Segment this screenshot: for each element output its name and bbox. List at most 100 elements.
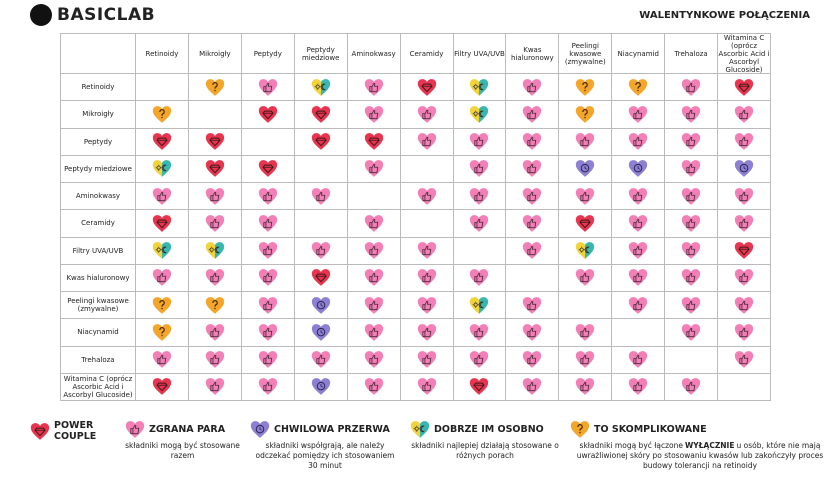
heart-icon — [734, 215, 754, 232]
matrix-cell — [665, 373, 719, 401]
heart-icon — [258, 351, 277, 368]
heart-icon — [205, 378, 225, 396]
heart-icon — [523, 78, 542, 96]
matrix-cell — [612, 319, 666, 347]
heart-icon — [364, 378, 383, 396]
heart-icon — [152, 378, 172, 396]
heart-icon — [734, 351, 754, 368]
matrix-cell — [559, 210, 613, 238]
heart-icon — [629, 78, 648, 96]
heart-icon — [205, 187, 225, 205]
matrix-cell — [400, 292, 454, 320]
heart-icon — [205, 160, 225, 178]
matrix-cell — [718, 210, 771, 238]
heart-icon — [417, 133, 436, 150]
heart-icon — [258, 242, 277, 259]
heart-icon — [681, 378, 701, 396]
heart-icon — [470, 296, 489, 314]
row-header: Retinoidy — [61, 74, 136, 102]
legend-icon — [125, 421, 145, 438]
matrix-cell — [347, 155, 401, 183]
column-header: Retinoidy — [136, 34, 189, 74]
matrix-cell — [241, 183, 295, 211]
heart-icon — [576, 351, 595, 368]
heart-icon — [417, 106, 436, 123]
heart-icon — [258, 187, 277, 205]
heart-icon — [205, 133, 225, 150]
heart-icon — [523, 160, 542, 178]
matrix-cell — [188, 183, 242, 211]
heart-icon — [629, 187, 648, 205]
matrix-cell — [188, 210, 242, 238]
heart-icon — [629, 106, 648, 123]
matrix-cell — [559, 183, 613, 211]
legend-header: DOBRZE IM OSOBNO — [410, 420, 560, 439]
matrix-cell — [612, 264, 666, 292]
heart-icon — [205, 215, 225, 232]
matrix-cell — [718, 155, 771, 183]
column-header: Kwas hialuronowy — [506, 34, 560, 74]
matrix-cell — [294, 319, 348, 347]
legend-title: ZGRANA PARA — [149, 424, 226, 435]
row-header: Aminokwasy — [61, 183, 136, 211]
matrix-cell — [506, 155, 560, 183]
matrix-cell — [347, 183, 401, 211]
heart-icon — [681, 106, 701, 123]
heart-icon — [364, 78, 383, 96]
matrix-cell — [294, 74, 348, 102]
heart-icon — [258, 78, 277, 96]
heart-icon — [576, 133, 595, 150]
matrix-cell — [347, 74, 401, 102]
heart-icon — [152, 106, 172, 123]
heart-icon — [417, 296, 436, 314]
heart-icon — [364, 351, 383, 368]
matrix-cell — [559, 128, 613, 156]
heart-icon — [734, 160, 754, 178]
matrix-cell — [506, 237, 560, 265]
heart-icon — [734, 78, 754, 96]
legend-description: składniki mogą być stosowane razem — [125, 441, 240, 460]
heart-icon — [470, 351, 489, 368]
matrix-cell — [453, 319, 507, 347]
heart-icon — [470, 106, 489, 123]
matrix-cell — [294, 155, 348, 183]
legend-item: ZGRANA PARA składniki mogą być stosowane … — [125, 420, 240, 461]
matrix-cell — [241, 373, 295, 401]
matrix: Retinoidy Mikroigły Peptydy Peptydy miedzio… — [60, 33, 771, 401]
heart-icon — [205, 269, 225, 287]
heart-icon — [205, 78, 225, 96]
heart-icon — [576, 106, 595, 123]
matrix-cell — [136, 74, 189, 102]
matrix-cell — [453, 264, 507, 292]
matrix-cell — [665, 264, 719, 292]
matrix-cell — [188, 128, 242, 156]
matrix-cell — [559, 264, 613, 292]
heart-icon — [364, 269, 383, 287]
heart-icon — [152, 215, 172, 232]
heart-icon — [629, 296, 648, 314]
matrix-cell — [612, 210, 666, 238]
heart-icon — [311, 133, 330, 150]
heart-icon — [629, 269, 648, 287]
column-header: Niacynamid — [612, 34, 666, 74]
heart-icon — [576, 187, 595, 205]
column-header: Aminokwasy — [347, 34, 401, 74]
heart-icon — [523, 324, 542, 341]
heart-icon — [629, 160, 648, 178]
matrix-cell — [612, 74, 666, 102]
matrix-cell — [294, 346, 348, 374]
heart-icon — [629, 378, 648, 396]
heart-icon — [152, 133, 172, 150]
matrix-cell — [347, 210, 401, 238]
page-title: WALENTYNKOWE POŁĄCZENIA — [639, 10, 810, 21]
legend-title: DOBRZE IM OSOBNO — [434, 424, 544, 435]
heart-icon — [152, 324, 172, 341]
matrix-cell — [506, 101, 560, 129]
heart-icon — [681, 242, 701, 259]
heart-icon — [470, 187, 489, 205]
heart-icon — [576, 378, 595, 396]
matrix-cell — [400, 373, 454, 401]
matrix-cell — [241, 155, 295, 183]
matrix-cell — [294, 101, 348, 129]
